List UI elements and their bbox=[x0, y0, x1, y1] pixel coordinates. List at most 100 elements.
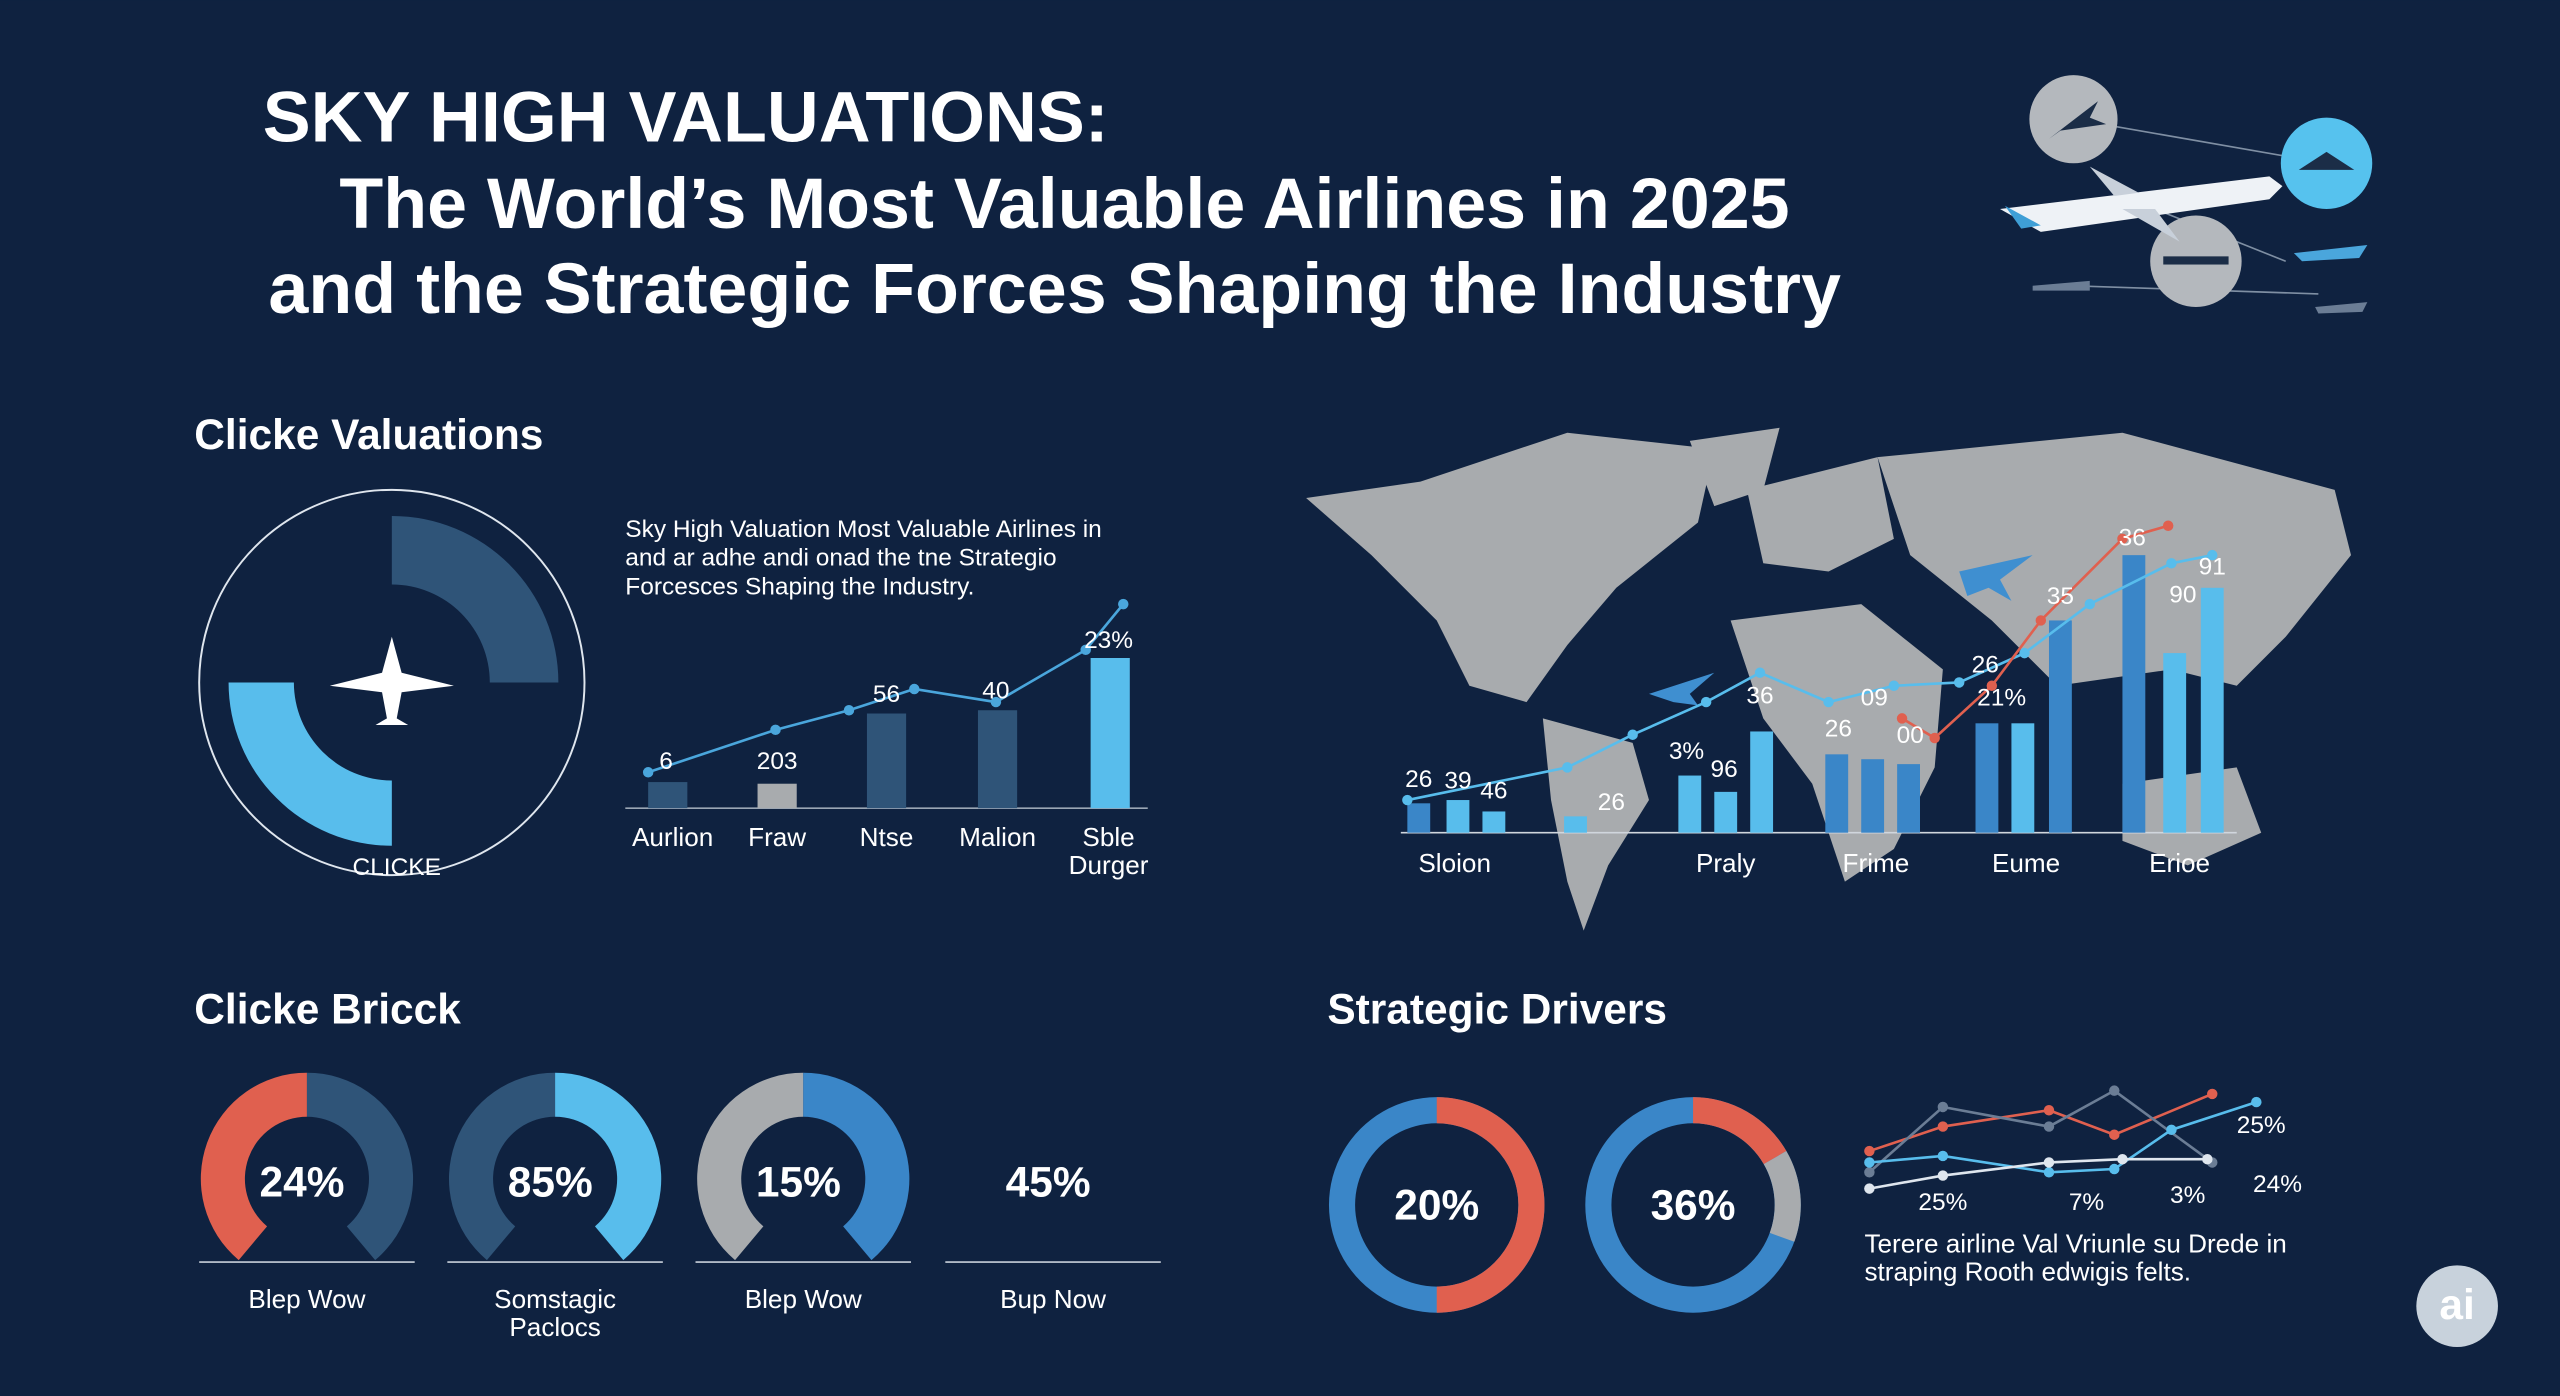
gauge-value: 85% bbox=[508, 1159, 593, 1206]
category-label: Durger bbox=[1069, 850, 1149, 880]
driver-line-dot bbox=[2109, 1085, 2120, 1096]
bar bbox=[757, 783, 797, 809]
map-bar bbox=[1678, 775, 1702, 833]
driver-line-dot bbox=[2117, 1154, 2128, 1165]
map-line-blue-dot bbox=[1823, 696, 1834, 708]
map-line-red-dot bbox=[2162, 520, 2174, 531]
map-label: 35 bbox=[2047, 583, 2074, 610]
map-line-blue-dot bbox=[2019, 647, 2030, 659]
trend-line-dot bbox=[642, 767, 654, 778]
section-heading: Strategic Drivers bbox=[1327, 986, 1667, 1033]
map-label: 39 bbox=[1444, 768, 1471, 795]
driver-line-dot bbox=[2207, 1088, 2218, 1100]
category-label: Sble bbox=[1082, 822, 1134, 852]
driver-line-dot bbox=[1864, 1183, 1875, 1194]
category-label: Aurlion bbox=[632, 822, 713, 852]
map-line-red bbox=[1901, 524, 2169, 740]
map-label: 00 bbox=[1897, 722, 1924, 749]
gauge-left bbox=[200, 1072, 307, 1261]
bar bbox=[1090, 658, 1130, 809]
map-line-blue-dot bbox=[1402, 794, 1413, 806]
map-label: 26 bbox=[1972, 652, 1999, 679]
bar-label: 56 bbox=[873, 681, 900, 708]
category-label: Ntse bbox=[860, 822, 914, 852]
map-bar bbox=[2163, 653, 2187, 833]
bar-label: 40 bbox=[982, 678, 1009, 705]
donut-segment bbox=[1763, 1151, 1801, 1242]
gauge-label: Blep Wow bbox=[248, 1284, 365, 1314]
map-category: Erioe bbox=[2149, 848, 2210, 878]
driver-line-dot bbox=[1937, 1150, 1949, 1162]
driver-line-dot bbox=[1937, 1170, 1949, 1181]
map-line-red-dot bbox=[2035, 615, 2047, 626]
bar bbox=[866, 713, 907, 809]
gauge-value: 15% bbox=[756, 1159, 841, 1206]
map-bar bbox=[1564, 816, 1587, 833]
map-line-blue-dot bbox=[2207, 549, 2218, 561]
map-bar bbox=[1825, 754, 1849, 833]
map-label: 21% bbox=[1977, 684, 2026, 711]
map-line-red-dot bbox=[1896, 713, 1908, 724]
driver-line-dot bbox=[2202, 1154, 2213, 1165]
gauge-right bbox=[555, 1072, 662, 1261]
driver-label: 24% bbox=[2253, 1171, 2302, 1198]
gauge-right bbox=[306, 1072, 414, 1261]
driver-line-dot bbox=[2251, 1096, 2262, 1108]
gauge-right bbox=[803, 1072, 910, 1261]
map-label: 36 bbox=[1746, 683, 1773, 710]
trend-line-dot bbox=[843, 705, 855, 716]
gauge-label: Bup Now bbox=[1000, 1284, 1106, 1314]
map-bar bbox=[1714, 791, 1738, 833]
map-label: 96 bbox=[1710, 756, 1737, 783]
section-heading: Clicke Valuations bbox=[194, 411, 543, 458]
trend-line-dot bbox=[1080, 644, 1091, 656]
world-map bbox=[1306, 427, 2352, 931]
driver-line-dot bbox=[1864, 1145, 1875, 1157]
map-label: 36 bbox=[2119, 524, 2146, 551]
gauge-value: 24% bbox=[260, 1159, 345, 1206]
valuation-ring bbox=[198, 488, 586, 877]
bar-label: 203 bbox=[757, 748, 798, 775]
donut-value: 20% bbox=[1394, 1181, 1479, 1228]
map-label: 26 bbox=[1405, 766, 1432, 793]
map-category: Praly bbox=[1696, 848, 1755, 878]
driver-line-dot bbox=[2166, 1124, 2177, 1136]
gauge-value: 45% bbox=[1006, 1159, 1091, 1206]
driver-line-dot bbox=[1937, 1101, 1949, 1113]
map-bar bbox=[1975, 723, 1999, 833]
map-bar bbox=[2200, 587, 2224, 833]
driver-line-dot bbox=[2043, 1167, 2055, 1178]
title-line-3: and the Strategic Forces Shaping the Ind… bbox=[268, 249, 1841, 329]
map-label: 90 bbox=[2169, 581, 2196, 608]
driver-line bbox=[1869, 1100, 2257, 1174]
driver-line-dot bbox=[2109, 1163, 2120, 1175]
map-bar bbox=[1482, 811, 1506, 833]
map-bar bbox=[2122, 555, 2146, 833]
donut-segment bbox=[1436, 1097, 1545, 1313]
bar bbox=[977, 710, 1018, 809]
driver-label: 3% bbox=[2170, 1182, 2205, 1209]
driver-line-dot bbox=[2043, 1157, 2055, 1168]
ai-badge-label: ai bbox=[2439, 1281, 2474, 1328]
bar bbox=[648, 782, 688, 809]
map-line-blue-dot bbox=[1754, 667, 1766, 678]
gauge-left bbox=[448, 1072, 556, 1261]
gauge-label: Somstagic bbox=[494, 1284, 616, 1314]
map-bar bbox=[2011, 723, 2035, 833]
chart-caption: and ar adhe andi onad the tne Strategio bbox=[625, 545, 1056, 572]
trend-line-dot bbox=[909, 683, 920, 695]
ring-label: CLICKE bbox=[353, 854, 441, 881]
map-bar bbox=[1897, 764, 1920, 833]
driver-line-dot bbox=[1864, 1157, 1875, 1168]
map-line-blue-dot bbox=[2084, 598, 2096, 610]
trend-line-dot bbox=[990, 696, 1002, 708]
map-bar bbox=[2048, 620, 2072, 833]
title-line-1: SKY HIGH VALUATIONS: bbox=[263, 77, 1109, 157]
trend-line-dot bbox=[1118, 598, 1129, 610]
map-line-red-dot bbox=[2117, 533, 2128, 545]
map-label: 91 bbox=[2199, 554, 2226, 581]
map-label: 3% bbox=[1669, 738, 1704, 765]
gauge-label: Paclocs bbox=[509, 1312, 600, 1342]
